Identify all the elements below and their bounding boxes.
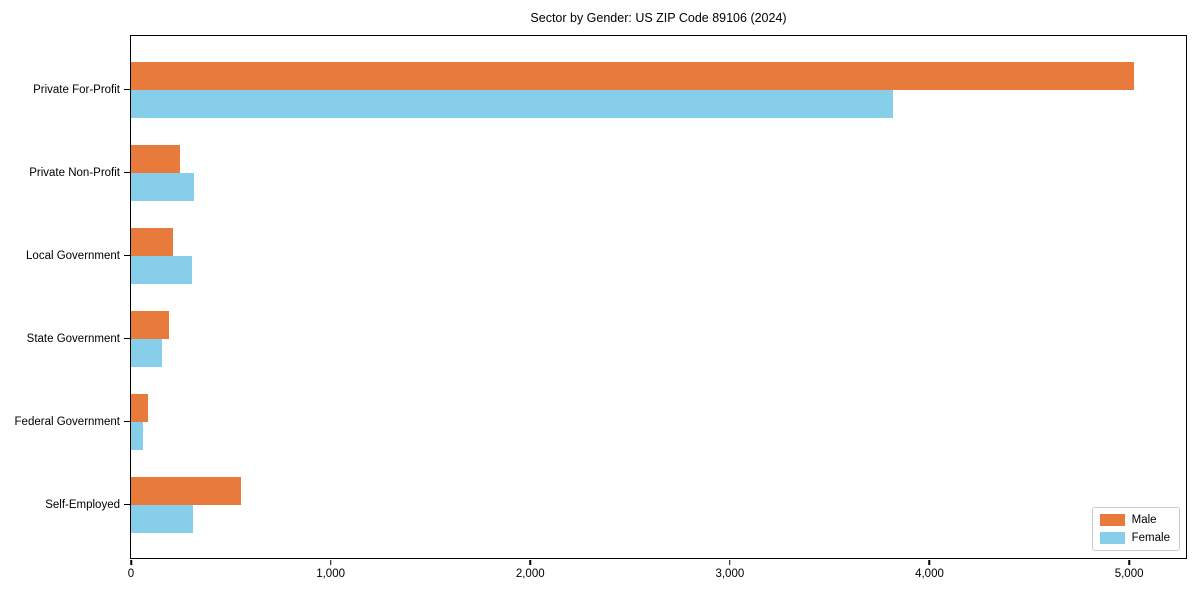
legend-label-female: Female xyxy=(1131,532,1170,544)
y-axis-label: Federal Government xyxy=(14,415,120,428)
y-tick-mark xyxy=(123,420,130,423)
female-bar xyxy=(131,338,162,367)
x-tick-label: 4,000 xyxy=(915,568,944,580)
bar-group: State Government xyxy=(27,297,1186,380)
female-bar xyxy=(131,89,893,118)
y-axis-label: Private Non-Profit xyxy=(29,166,120,179)
y-axis-label: State Government xyxy=(26,332,120,345)
y-axis-label: Self-Employed xyxy=(45,498,120,511)
female-bar xyxy=(131,504,193,533)
bar-group: Private Non-Profit xyxy=(29,131,1186,214)
bar-group: Federal Government xyxy=(15,380,1186,463)
x-tick-mark xyxy=(130,559,132,565)
y-tick-mark xyxy=(123,254,130,257)
x-tick-label: 3,000 xyxy=(715,568,745,580)
male-bar xyxy=(131,144,180,173)
male-swatch xyxy=(1099,514,1125,526)
bar-rows: Private For-Profit Private Non-Profit Loca… xyxy=(15,36,1186,558)
male-bar xyxy=(131,393,148,422)
bar-group: Private For-Profit xyxy=(33,48,1186,131)
bar-group: Local Government xyxy=(26,214,1186,297)
male-bar xyxy=(131,476,241,505)
x-tick-mark xyxy=(1128,559,1130,565)
x-tick-label: 0 xyxy=(127,568,135,580)
female-bar xyxy=(131,255,192,284)
female-swatch xyxy=(1099,532,1125,544)
male-bar xyxy=(131,61,1135,90)
female-bar xyxy=(131,421,143,450)
legend-label-male: Male xyxy=(1131,514,1157,526)
female-bar xyxy=(131,172,194,201)
y-axis-label: Local Government xyxy=(26,249,120,262)
male-bar xyxy=(131,310,169,339)
chart-title: Sector by Gender: US ZIP Code 89106 (202… xyxy=(530,11,787,25)
y-tick-mark xyxy=(123,337,130,340)
y-tick-mark xyxy=(123,171,130,174)
male-bar xyxy=(131,227,173,256)
plot-area: Private For-Profit Private Non-Profit Loca… xyxy=(15,35,1187,580)
x-tick-mark xyxy=(329,559,332,565)
legend-item-female: Female xyxy=(1099,532,1170,544)
x-tick-mark xyxy=(729,559,731,565)
y-axis-label: Private For-Profit xyxy=(33,83,120,96)
x-tick-label: 1,000 xyxy=(316,568,345,580)
x-tick-label: 5,000 xyxy=(1114,568,1144,580)
bar-group: Self-Employed xyxy=(45,463,1186,546)
legend-item-male: Male xyxy=(1099,514,1170,526)
y-tick-mark xyxy=(123,88,130,91)
y-tick-mark xyxy=(123,503,130,506)
x-tick-mark xyxy=(928,559,931,565)
x-tick-label: 2,000 xyxy=(515,568,545,580)
legend: Male Female xyxy=(1091,507,1180,551)
x-tick-mark xyxy=(529,559,531,565)
